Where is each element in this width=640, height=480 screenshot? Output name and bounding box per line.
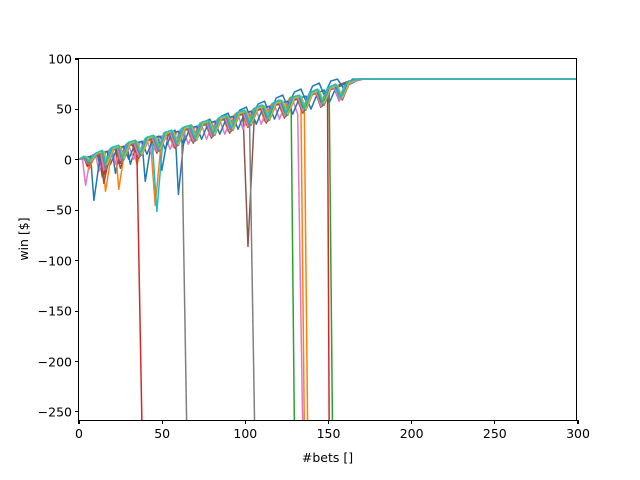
y-tick-label: −150 — [37, 303, 72, 319]
series-line — [79, 96, 309, 420]
y-tick-mark — [75, 360, 79, 363]
x-tick-label: 200 — [399, 426, 424, 441]
x-tick-mark — [78, 420, 80, 424]
x-tick-label: 0 — [75, 426, 83, 441]
x-tick-label: 100 — [233, 426, 258, 441]
y-tick-label: −250 — [37, 404, 72, 420]
plot-axes: 100 50 0 −50 −100 −150 −200 −250 0 50 100 150 200 25… — [38, 52, 590, 442]
y-tick-label: 50 — [56, 101, 72, 117]
series-line — [79, 96, 296, 420]
y-tick-label: −200 — [37, 354, 72, 369]
series-line — [79, 78, 576, 165]
y-tick-mark — [75, 209, 79, 211]
x-tick-mark — [161, 420, 163, 424]
plot-canvas — [79, 78, 576, 420]
x-tick-label: 300 — [566, 426, 590, 441]
x-tick-mark — [411, 420, 413, 424]
y-tick-mark — [75, 310, 79, 312]
y-tick-mark — [75, 108, 79, 110]
series-line — [79, 142, 143, 420]
x-tick-mark — [577, 420, 579, 424]
y-tick-mark — [75, 159, 79, 161]
y-tick-mark — [75, 411, 79, 413]
y-tick-label: 0 — [64, 152, 72, 168]
y-tick-mark — [75, 58, 79, 60]
y-tick-label: 100 — [48, 51, 72, 67]
y-axis-label: win [$] — [16, 217, 32, 261]
x-tick-label: 250 — [482, 426, 507, 441]
x-tick-mark — [327, 420, 330, 424]
series-line — [79, 95, 305, 420]
series-line — [79, 129, 188, 420]
y-tick-label: −100 — [37, 253, 72, 269]
x-tick-mark — [244, 420, 246, 424]
y-tick-label: −50 — [45, 202, 72, 218]
x-tick-mark — [494, 420, 496, 424]
y-tick-mark — [75, 260, 79, 262]
x-tick-label: 150 — [316, 426, 341, 441]
x-tick-label: 50 — [154, 426, 171, 441]
x-axis-label: #bets [] — [301, 450, 354, 465]
